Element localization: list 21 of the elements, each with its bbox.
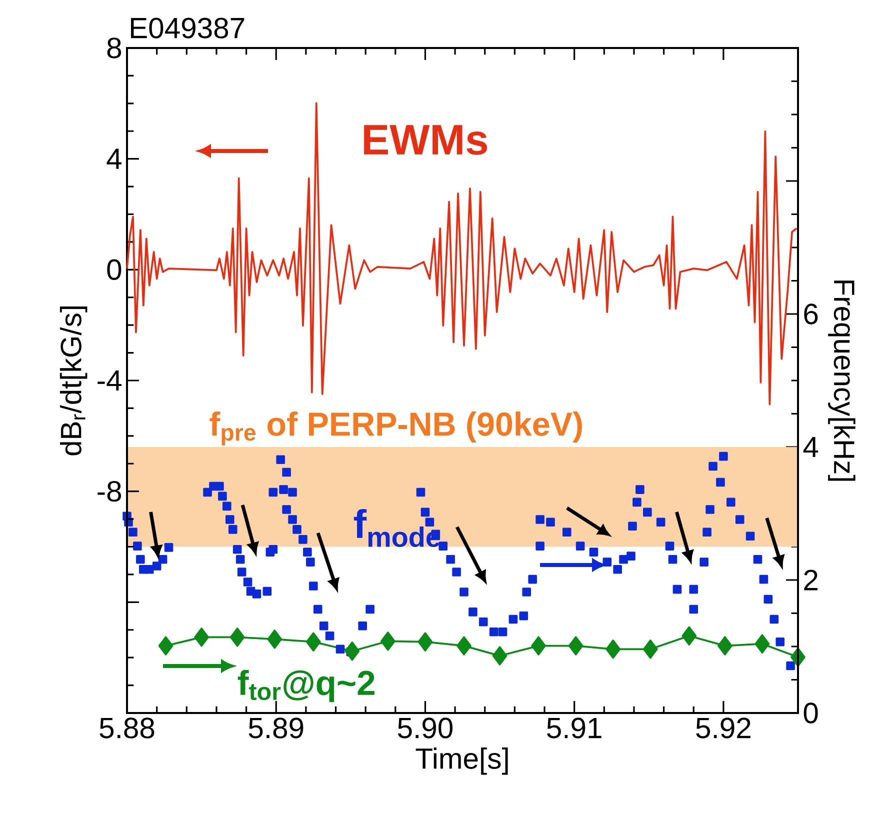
y-tick-label: -8 — [98, 480, 122, 502]
x-tick-label: 5.92 — [696, 718, 750, 738]
x-tick-label: 5.88 — [100, 718, 154, 738]
x-tick-label: 5.89 — [248, 718, 304, 738]
x-tick-label: 5.90 — [398, 718, 453, 738]
y2-axis-title: Frequency[kHz] — [828, 280, 856, 481]
y-axis-title: dB$_{r}$/dt[kG/s] — [60, 306, 88, 456]
y-tick-label: -4 — [98, 370, 122, 391]
y-tick-label: 8 — [107, 38, 122, 58]
y-tick-label: 0 — [107, 259, 122, 280]
y2-tick-label: 4 — [803, 436, 818, 458]
x-axis-title: Time[s] — [416, 747, 508, 775]
legend-label: f$_{tor}$@q~2 — [238, 670, 374, 702]
y-tick-label: 4 — [106, 148, 122, 169]
y2-tick-label: 6 — [804, 304, 818, 324]
y2-tick-label: 0 — [804, 702, 818, 724]
chart-title: E049387 — [130, 18, 244, 38]
band-label: f$_{pre}$ of PERP-NB (90keV) — [210, 412, 582, 446]
x-tick-label: 5.91 — [547, 718, 602, 738]
legend-label: EWMs — [364, 125, 488, 155]
y2-tick-label: 2 — [804, 570, 818, 590]
